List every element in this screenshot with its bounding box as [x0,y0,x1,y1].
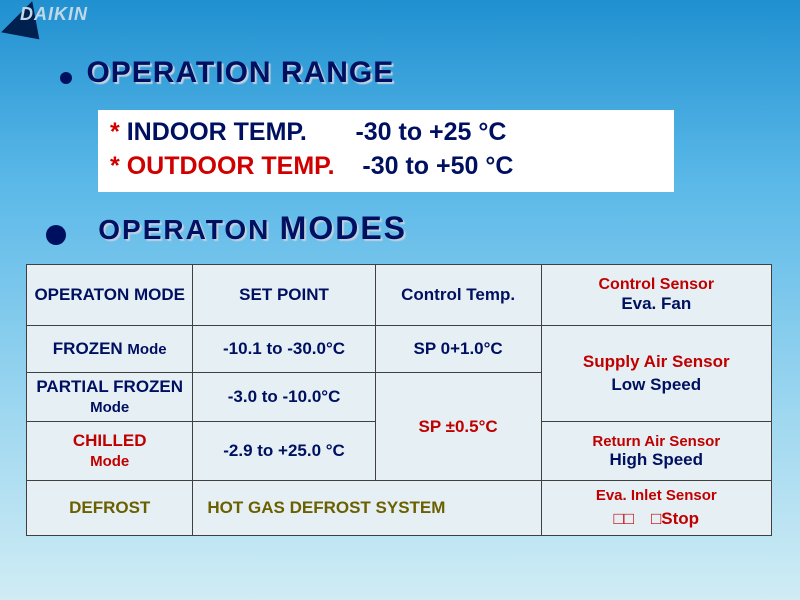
outdoor-value: -30 to +50 °C [362,152,513,180]
cell-chilled-setpoint: -2.9 to +25.0 °C [193,422,375,481]
mode-name: CHILLED [73,431,147,450]
mode-name: PARTIAL FROZEN [36,377,183,396]
hdr-eva-fan: Eva. Fan [548,294,765,314]
eva-inlet-sensor: Eva. Inlet Sensor [548,487,765,504]
brand-name: DAIKIN [20,4,88,25]
cell-supply-sensor: Supply Air Sensor Low Speed [541,326,771,422]
mode-suffix: Mode [90,453,129,470]
title-operation-modes: OPERATON MODES [98,213,407,246]
cell-chilled-temp: SP ±0.5°C [375,373,541,481]
modes-table: OPERATON MODE SET POINT Control Temp. Co… [26,264,772,536]
supply-air-sensor: Supply Air Sensor [546,351,767,373]
cell-partial-mode: PARTIAL FROZEN Mode [27,373,193,422]
row-frozen: FROZEN Mode -10.1 to -30.0°C SP 0+1.0°C … [27,326,772,373]
hdr-mode: OPERATON MODE [27,265,193,326]
bullet-icon [60,72,72,84]
row-defrost: DEFROST HOT GAS DEFROST SYSTEM Eva. Inle… [27,481,772,536]
cell-return-sensor: Return Air Sensor High Speed [541,422,771,481]
mode-suffix: Mode [127,341,166,358]
hdr-setpoint: SET POINT [193,265,375,326]
indoor-label: INDOOR TEMP. [127,118,307,146]
fan-stop: □□ □Stop [548,504,765,529]
section-operation-modes: OPERATON MODES [46,210,407,247]
return-air-sensor: Return Air Sensor [548,433,765,450]
hdr-sensor: Control Sensor Eva. Fan [541,265,771,326]
mode-name: FROZEN [53,339,123,358]
section-operation-range: OPERATION RANGE [60,56,394,90]
cell-inlet-sensor: Eva. Inlet Sensor □□ □Stop [541,481,771,536]
return-fan-speed: High Speed [548,450,765,470]
hdr-control-temp: Control Temp. [375,265,541,326]
title-operation-range: OPERATION RANGE [86,56,394,89]
indoor-temp-row: * INDOOR TEMP. -30 to +25 °C [110,116,662,150]
temp-range-box: * INDOOR TEMP. -30 to +25 °C * OUTDOOR T… [98,110,674,192]
hdr-control-sensor: Control Sensor [548,276,765,294]
cell-defrost-mode: DEFROST [27,481,193,536]
cell-partial-setpoint: -3.0 to -10.0°C [193,373,375,422]
table-header-row: OPERATON MODE SET POINT Control Temp. Co… [27,265,772,326]
outdoor-label: OUTDOOR TEMP. [127,152,335,180]
indoor-value: -30 to +25 °C [355,118,506,146]
cell-defrost-system: HOT GAS DEFROST SYSTEM [193,481,541,536]
cell-frozen-setpoint: -10.1 to -30.0°C [193,326,375,373]
cell-frozen-mode: FROZEN Mode [27,326,193,373]
mode-suffix: Mode [90,399,129,416]
modes-word1: OPERATON [98,214,270,245]
bullet-icon [46,225,66,245]
outdoor-temp-row: * OUTDOOR TEMP. -30 to +50 °C [110,150,662,184]
star-icon: * [110,118,127,146]
modes-word2: MODES [280,210,407,246]
cell-chilled-mode: CHILLED Mode [27,422,193,481]
star-icon: * [110,152,127,180]
cell-frozen-temp: SP 0+1.0°C [375,326,541,373]
supply-fan-speed: Low Speed [546,374,767,396]
